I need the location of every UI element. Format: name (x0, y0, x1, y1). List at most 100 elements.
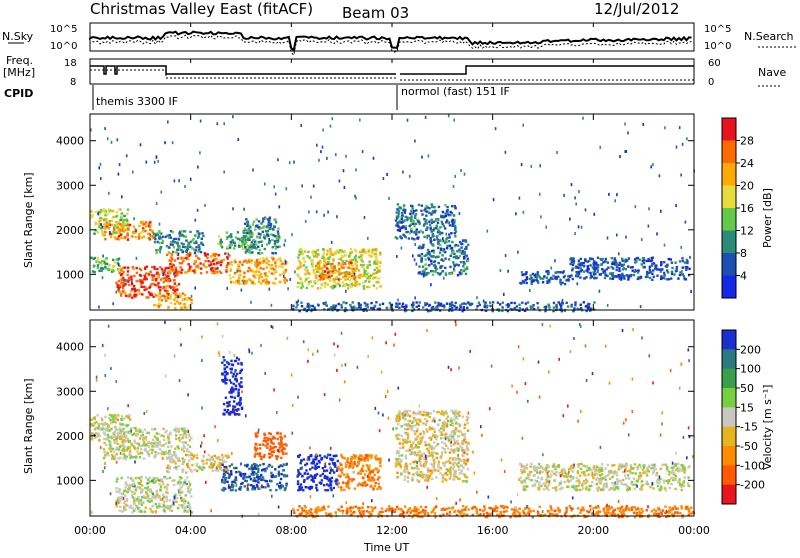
power-echo-cell (373, 268, 376, 272)
power-echo-cell (160, 268, 164, 271)
velocity-echo-cell (151, 479, 154, 482)
velocity-echo-cell (110, 422, 113, 425)
power-echo-cell (171, 230, 174, 234)
power-echo-cell (98, 220, 101, 223)
velocity-echo-cell (160, 450, 163, 453)
power-noise-cell (197, 165, 199, 169)
power-noise-cell (159, 250, 161, 254)
velocity-echo-cell (140, 452, 144, 455)
power-noise-cell (293, 160, 295, 164)
power-echo-cell (585, 276, 588, 279)
power-echo-cell (236, 231, 240, 234)
power-echo-cell (167, 236, 171, 239)
power-echo-cell (587, 302, 590, 306)
power-echo-cell (302, 264, 305, 267)
velocity-echo-cell (340, 486, 343, 489)
velocity-echo-cell (240, 381, 243, 384)
power-noise-cell (530, 164, 533, 168)
power-echo-cell (245, 281, 248, 285)
velocity-echo-cell (422, 422, 425, 425)
velocity-echo-cell (154, 451, 157, 454)
velocity-echo-cell (304, 463, 307, 467)
power-echo-cell (303, 268, 307, 271)
power-echo-cell (338, 270, 341, 274)
power-echo-cell (615, 268, 618, 272)
power-echo-cell (609, 277, 612, 280)
velocity-echo-cell (268, 432, 271, 435)
power-echo-cell (463, 267, 466, 271)
power-noise-cell (494, 127, 497, 131)
power-echo-cell (179, 294, 182, 298)
power-echo-cell (589, 276, 592, 280)
velocity-echo-cell (455, 411, 458, 415)
velocity-echo-cell (280, 472, 283, 476)
power-echo-cell (169, 252, 172, 255)
power-echo-cell (605, 268, 608, 271)
power-echo-cell (197, 250, 200, 253)
power-echo-cell (120, 294, 123, 297)
velocity-echo-cell (282, 473, 286, 477)
power-echo-cell (654, 266, 658, 270)
power-echo-cell (100, 269, 103, 273)
power-echo-cell (307, 271, 310, 274)
power-echo-cell (142, 223, 145, 226)
power-echo-cell (430, 203, 433, 206)
velocity-echo-cell (174, 465, 178, 469)
power-echo-cell (354, 257, 357, 261)
power-echo-cell (300, 305, 304, 308)
velocity-echo-cell (185, 433, 188, 437)
velocity-echo-cell (315, 486, 318, 489)
power-echo-cell (180, 268, 184, 271)
power-echo-cell (338, 268, 341, 271)
power-echo-cell (551, 277, 554, 280)
power-echo-cell (444, 271, 448, 275)
velocity-echo-cell (152, 481, 156, 484)
velocity-echo-cell (155, 506, 159, 509)
velocity-echo-cell (182, 460, 185, 464)
power-echo-cell (420, 247, 423, 250)
power-echo-cell (587, 307, 590, 310)
power-echo-cell (186, 247, 190, 250)
velocity-echo-cell (133, 499, 136, 502)
velocity-echo-cell (404, 457, 408, 460)
power-echo-cell (314, 274, 318, 277)
velocity-echo-cell (221, 480, 224, 484)
velocity-echo-cell (173, 451, 176, 454)
velocity-echo-cell (239, 486, 242, 489)
power-echo-cell (402, 204, 406, 207)
velocity-echo-cell (281, 484, 284, 487)
power-noise-cell (178, 179, 180, 183)
power-echo-cell (666, 271, 670, 274)
velocity-echo-cell (101, 428, 104, 431)
velocity-echo-cell (254, 467, 257, 470)
power-echo-cell (453, 221, 456, 224)
velocity-echo-cell (151, 438, 155, 442)
power-echo-cell (326, 267, 329, 270)
power-echo-cell (340, 272, 343, 275)
power-echo-cell (414, 213, 418, 216)
power-echo-cell (248, 278, 251, 281)
velocity-echo-cell (261, 476, 265, 479)
power-echo-cell (180, 233, 183, 237)
power-echo-cell (156, 267, 159, 271)
power-echo-cell (552, 309, 555, 313)
power-echo-cell (99, 216, 102, 220)
power-echo-cell (174, 290, 177, 293)
power-echo-cell (249, 229, 252, 233)
power-echo-cell (416, 237, 419, 240)
power-noise-cell (343, 186, 346, 189)
power-echo-cell (186, 254, 189, 258)
power-echo-cell (432, 307, 435, 310)
power-echo-cell (425, 228, 429, 231)
power-echo-cell (124, 294, 128, 297)
power-echo-cell (152, 278, 155, 281)
velocity-echo-cell (318, 481, 322, 484)
power-echo-cell (445, 219, 449, 222)
power-echo-cell (143, 278, 146, 281)
power-noise-cell (102, 254, 104, 258)
velocity-echo-cell (258, 443, 261, 446)
power-echo-cell (162, 277, 165, 280)
power-echo-cell (432, 255, 435, 258)
power-echo-cell (163, 295, 167, 298)
velocity-echo-cell (239, 402, 242, 405)
